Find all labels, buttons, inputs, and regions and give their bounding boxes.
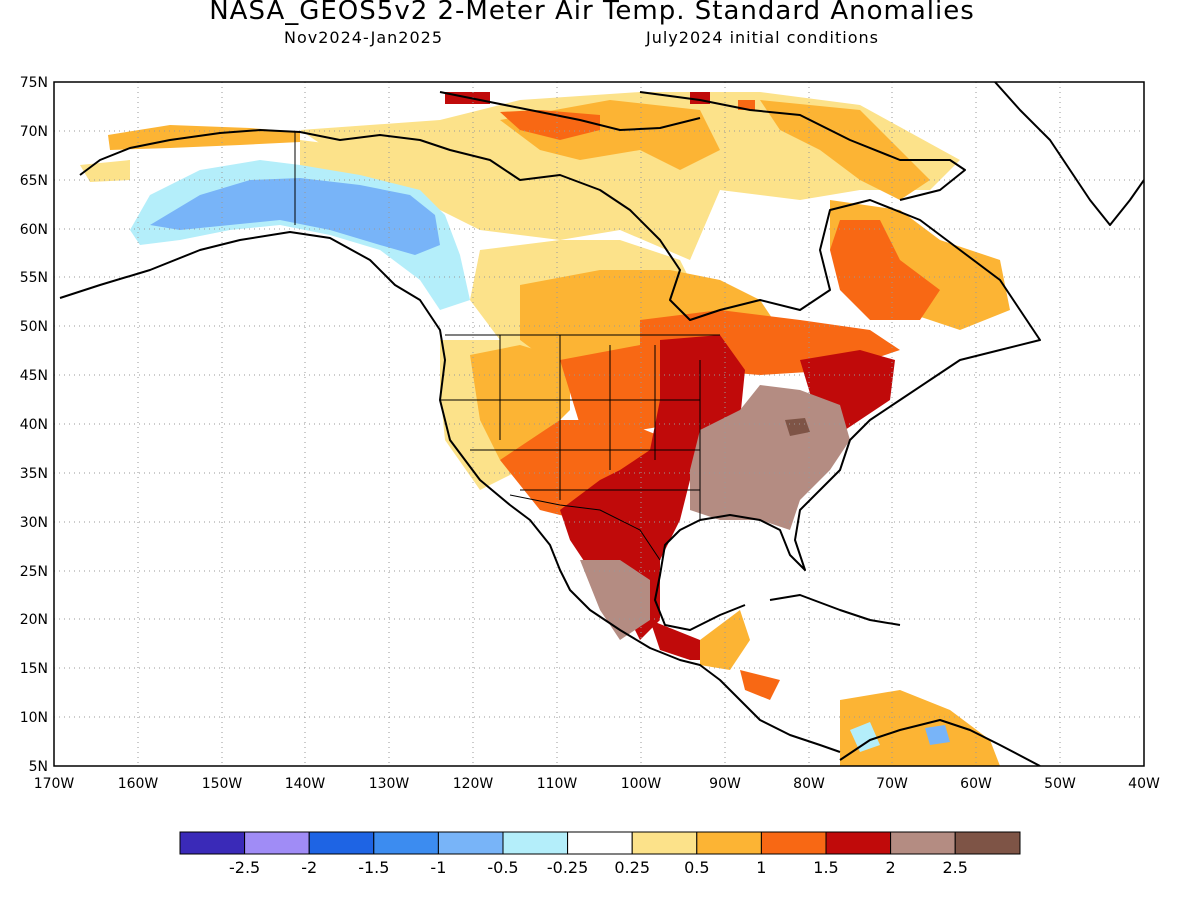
lat-label: 10N <box>20 710 48 726</box>
lat-label: 60N <box>20 222 48 238</box>
lat-label: 45N <box>20 368 48 384</box>
colorbar-label: 2 <box>886 858 896 877</box>
lat-label: 35N <box>20 466 48 482</box>
anomaly-region <box>785 418 810 436</box>
graticule <box>54 82 1144 766</box>
colorbar-swatch <box>373 831 439 855</box>
colorbar-label: -1.5 <box>358 858 389 877</box>
political-borders <box>294 132 720 561</box>
colorbar-swatch <box>825 831 892 855</box>
lon-label: 60W <box>960 776 992 792</box>
colorbar-label: -2.5 <box>229 858 260 877</box>
lon-label: 40W <box>1128 776 1160 792</box>
lat-label: 70N <box>20 124 48 140</box>
colorbar-swatch <box>179 831 246 855</box>
anomaly-region <box>925 725 950 745</box>
anomaly-region <box>830 220 940 320</box>
lon-label: 170W <box>34 776 75 792</box>
lon-label: 140W <box>285 776 326 792</box>
lat-label: 30N <box>20 515 48 531</box>
lon-label: 150W <box>202 776 243 792</box>
lon-label: 100W <box>621 776 662 792</box>
colorbar-swatch <box>890 831 956 855</box>
lon-label: 80W <box>793 776 825 792</box>
anomaly-region <box>690 385 850 530</box>
lat-label: 75N <box>20 75 48 91</box>
initial-conditions: July2024 initial conditions <box>646 28 879 47</box>
lon-label: 110W <box>537 776 578 792</box>
anomaly-region <box>760 100 930 200</box>
forecast-period: Nov2024-Jan2025 <box>284 28 443 47</box>
colorbar: -2.5 -2 -1.5 -1 -0.5 -0.25 0.25 0.5 1 1.… <box>179 831 1021 877</box>
coastlines <box>59 82 1144 766</box>
lat-label: 25N <box>20 564 48 580</box>
colorbar-label: 0.5 <box>684 858 709 877</box>
longitude-labels: 170W 160W 150W 140W 130W 120W 110W 100W … <box>34 776 1160 792</box>
colorbar-swatch <box>502 831 569 855</box>
colorbar-swatch <box>954 831 1021 855</box>
colorbar-label: -0.25 <box>547 858 588 877</box>
colorbar-label: -0.5 <box>487 858 518 877</box>
lon-label: 70W <box>876 776 908 792</box>
colorbar-swatch <box>437 831 504 855</box>
colorbar-label: 0.25 <box>614 858 650 877</box>
colorbar-label: -1 <box>430 858 446 877</box>
lon-label: 130W <box>369 776 410 792</box>
colorbar-label: 1.5 <box>813 858 838 877</box>
lat-label: 20N <box>20 612 48 628</box>
map-title: NASA_GEOS5v2 2-Meter Air Temp. Standard … <box>209 0 975 26</box>
colorbar-swatch <box>567 831 633 855</box>
lon-label: 120W <box>453 776 494 792</box>
lat-label: 15N <box>20 661 48 677</box>
colorbar-swatch <box>631 831 698 855</box>
lat-label: 55N <box>20 270 48 286</box>
anomaly-region <box>840 690 1000 766</box>
anomaly-region <box>700 610 750 670</box>
anomaly-region <box>500 110 600 140</box>
anomaly-region <box>850 722 880 752</box>
lon-label: 50W <box>1044 776 1076 792</box>
colorbar-label: 2.5 <box>942 858 967 877</box>
colorbar-swatch <box>308 831 375 855</box>
colorbar-swatch <box>696 831 762 855</box>
map-frame <box>53 81 1145 767</box>
anomaly-region <box>740 670 780 700</box>
colorbar-swatch <box>760 831 827 855</box>
lat-label: 40N <box>20 417 48 433</box>
lat-label: 50N <box>20 319 48 335</box>
colorbar-label: 1 <box>756 858 766 877</box>
colorbar-swatch <box>244 831 310 855</box>
latitude-labels: 75N 70N 65N 60N 55N 50N 45N 40N 35N 30N … <box>20 75 48 775</box>
lat-label: 65N <box>20 173 48 189</box>
colorbar-label: -2 <box>301 858 317 877</box>
lon-label: 160W <box>118 776 159 792</box>
anomaly-region <box>580 560 650 640</box>
anomaly-region <box>80 160 130 182</box>
lon-label: 90W <box>709 776 741 792</box>
lat-label: 5N <box>29 759 48 775</box>
anomaly-field <box>80 92 1010 766</box>
